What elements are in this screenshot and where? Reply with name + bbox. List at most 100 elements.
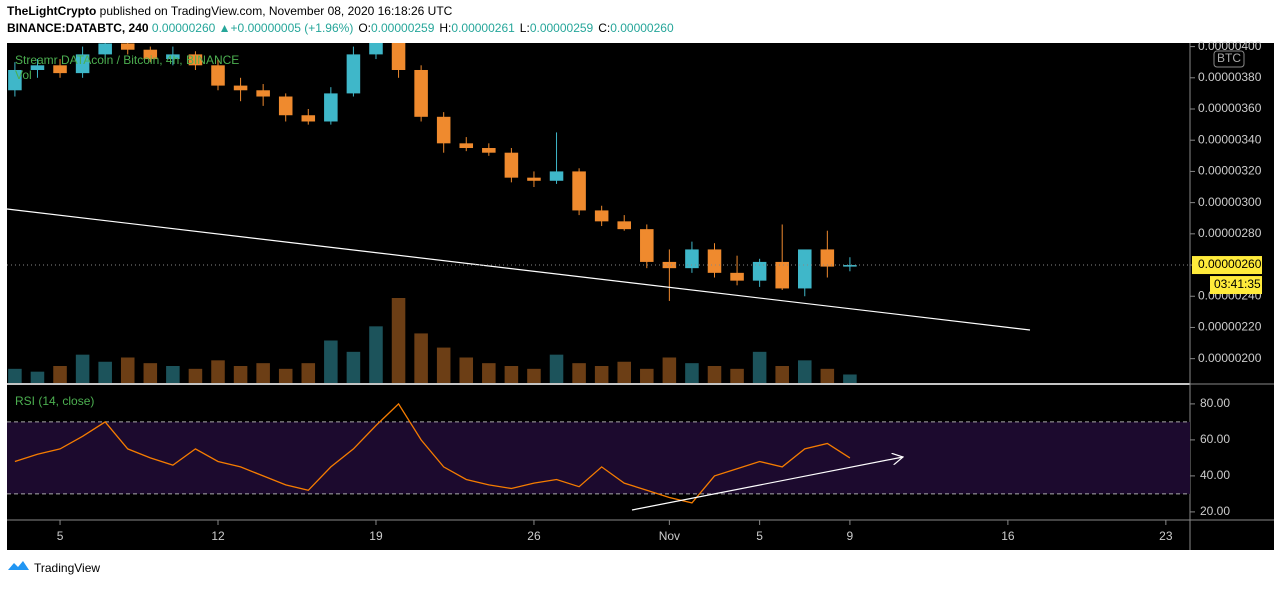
volume-bar — [527, 368, 541, 383]
candle-body — [211, 65, 225, 86]
volume-bar — [775, 366, 789, 383]
y-tick-label: 0.00000300 — [1198, 195, 1262, 209]
ohlc-label: O: — [358, 21, 371, 35]
volume-bar — [166, 366, 180, 383]
candle-body — [324, 93, 338, 122]
published: published on TradingView.com, November 0… — [100, 4, 453, 18]
y-tick-label: 0.00000360 — [1198, 101, 1262, 115]
volume-bar — [324, 340, 338, 383]
rsi-legend: RSI (14, close) — [15, 394, 94, 408]
candle-body — [797, 249, 812, 289]
x-tick-label: 26 — [527, 529, 541, 543]
candle-body — [617, 221, 631, 230]
time-axis — [7, 520, 1274, 550]
candle-body — [685, 249, 699, 269]
candle-body — [233, 85, 248, 91]
symbol: BINANCE:DATABTC, 240 — [7, 21, 149, 35]
candle-body — [369, 43, 383, 55]
candle-body — [662, 261, 677, 269]
candle-body — [775, 261, 789, 289]
volume-bar — [685, 363, 699, 383]
footer: TradingView — [34, 561, 100, 575]
volume-bar — [414, 333, 428, 383]
volume-bar — [278, 368, 293, 383]
currency: BTC — [1217, 51, 1241, 65]
candle-body — [98, 43, 112, 55]
candle-body — [504, 152, 519, 178]
x-tick-label: 5 — [756, 529, 763, 543]
rsi-tick-label: 80.00 — [1200, 396, 1230, 410]
change: +0.00000005 (+1.96%) — [231, 21, 354, 35]
candle-body — [53, 65, 67, 74]
x-tick-label: Nov — [659, 529, 680, 543]
y-tick-label: 0.00000280 — [1198, 226, 1262, 240]
ohlc-label: H: — [439, 21, 451, 35]
volume-bar — [752, 351, 767, 383]
candle-body — [346, 54, 361, 94]
x-tick-label: 19 — [369, 529, 383, 543]
volume-bar — [75, 354, 90, 383]
volume-bar — [256, 363, 270, 383]
volume-bar — [572, 363, 586, 383]
candle-body — [640, 229, 654, 262]
candle-body — [414, 69, 428, 117]
ohlc-value: 0.00000260 — [610, 21, 674, 35]
candle-body — [527, 177, 541, 181]
ohlc-value: 0.00000259 — [371, 21, 435, 35]
candle-body — [120, 43, 135, 50]
x-tick-label: 23 — [1159, 529, 1173, 543]
volume-bar — [594, 366, 609, 383]
volume-bar — [98, 361, 112, 383]
countdown-tag — [1210, 276, 1262, 295]
candle-body — [256, 90, 270, 97]
candle-body — [572, 171, 586, 211]
main-plot — [8, 43, 857, 383]
last: 0.00000260 — [152, 21, 216, 35]
ohlc-label: L: — [520, 21, 530, 35]
x-tick-label: 12 — [211, 529, 225, 543]
candle-body — [143, 49, 158, 60]
candle-body — [482, 148, 496, 153]
rsi-tick-label: 60.00 — [1200, 432, 1230, 446]
ohlc-value: 0.00000259 — [530, 21, 594, 35]
rsi-trendline — [631, 457, 903, 511]
trendline — [6, 208, 1031, 331]
volume-bar — [120, 357, 135, 383]
author: TheLightCrypto published on TradingView.… — [7, 4, 453, 18]
ohlc-value: 0.00000261 — [451, 21, 515, 35]
y-tick-label: 0.00000380 — [1198, 70, 1262, 84]
symbol-line: BINANCE:DATABTC, 240 0.00000260 ▲+0.0000… — [7, 21, 674, 35]
candle-body — [752, 261, 767, 281]
candle-body — [30, 65, 45, 70]
volume-bar — [346, 351, 361, 383]
volume-bar — [843, 374, 857, 383]
candle-body — [594, 210, 609, 222]
candle-body — [391, 43, 406, 70]
last-price-label: 0.00000260 — [1198, 257, 1262, 271]
volume-bar — [640, 368, 654, 383]
volume-bar — [233, 366, 248, 383]
volume-bar — [662, 357, 677, 383]
rsi-band — [7, 421, 1190, 494]
volume-bar — [707, 366, 722, 383]
main-legend: Streamr DATAcoin / Bitcoin, 4h, BINANCE — [15, 53, 239, 67]
volume-bar — [820, 368, 835, 383]
volume-bar — [8, 368, 22, 383]
candle-body — [730, 272, 744, 281]
last-price-tag — [1192, 256, 1262, 275]
volume-bar — [549, 354, 564, 383]
countdown: 03:41:35 — [1214, 277, 1261, 291]
y-tick-label: 0.00000200 — [1198, 351, 1262, 365]
rsi-line — [14, 402, 851, 504]
candle-body — [843, 265, 857, 267]
x-tick-label: 9 — [847, 529, 854, 543]
currency-box — [1213, 50, 1245, 68]
volume-legend: Vol — [15, 68, 32, 82]
candle-body — [8, 69, 22, 91]
volume-bar — [30, 371, 45, 383]
x-tick-label: 5 — [57, 529, 64, 543]
volume-bar — [730, 368, 744, 383]
ohlc-label: C: — [598, 21, 610, 35]
candle-body — [166, 54, 180, 60]
